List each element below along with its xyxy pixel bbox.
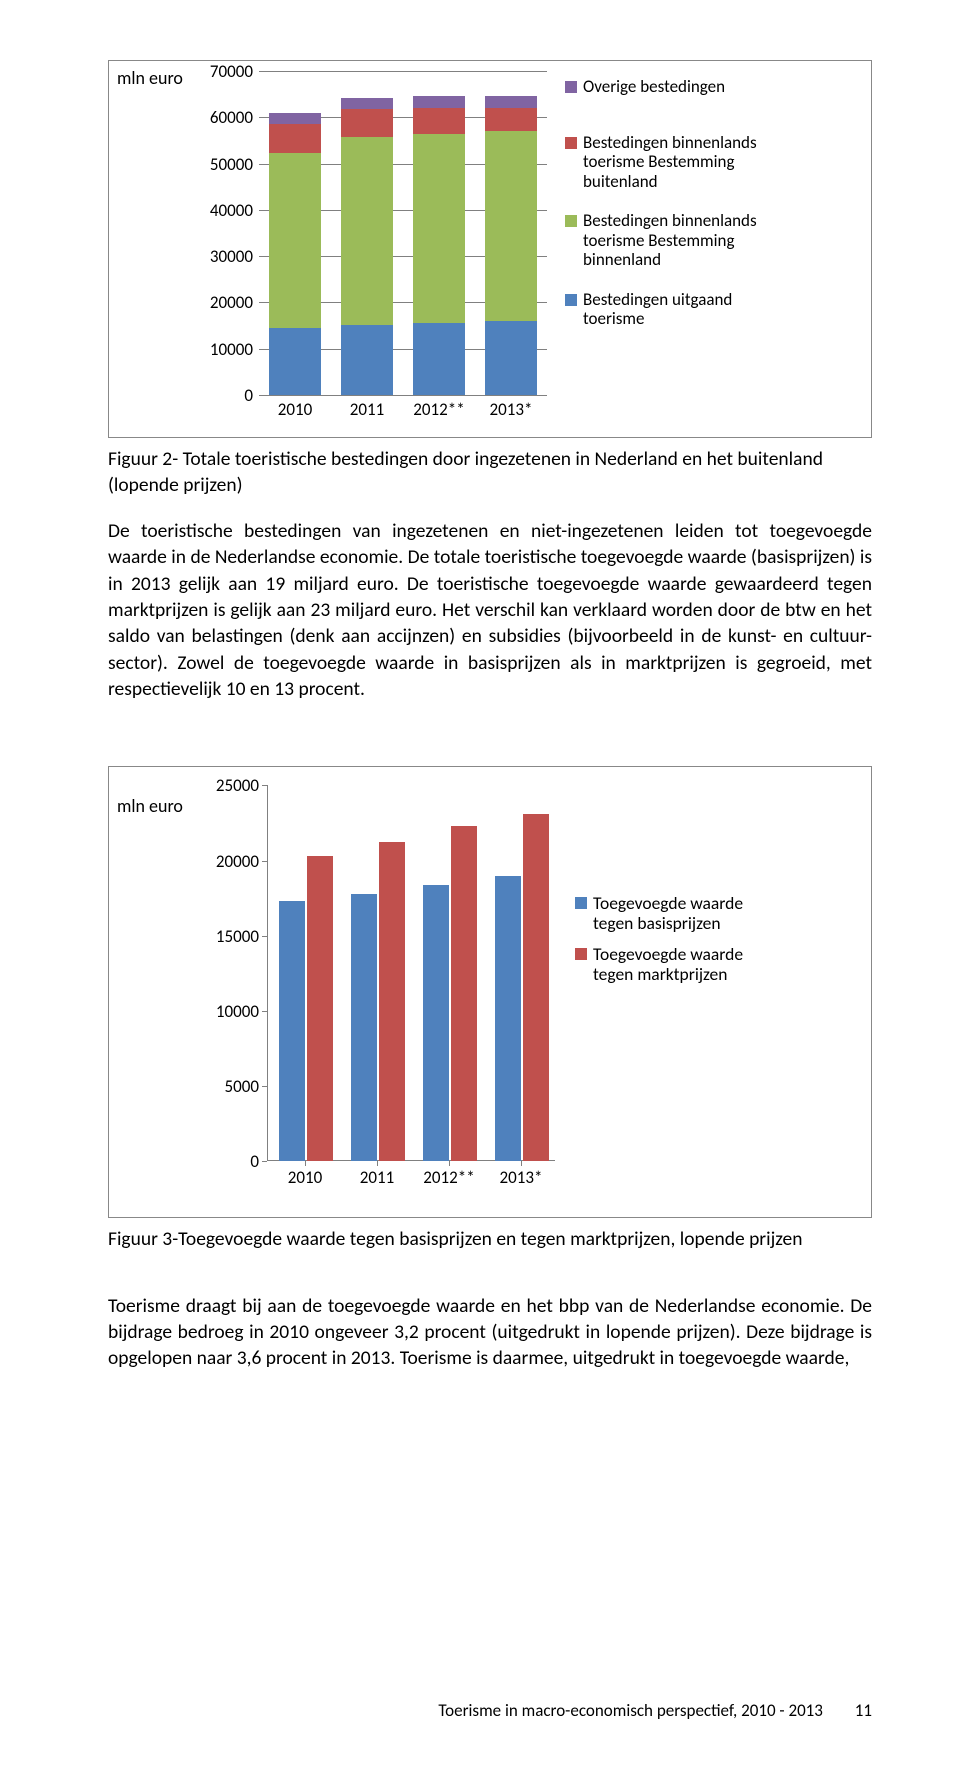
chart-1-legend-swatch xyxy=(565,294,577,306)
chart-1-plot-area: 0100002000030000400005000060000700002010… xyxy=(259,71,547,395)
chart-1-bar-segment xyxy=(269,328,321,395)
chart-1-bar-segment xyxy=(341,325,393,395)
chart-2-legend-label: Toegevoegde waarde tegen marktprijzen xyxy=(593,944,743,984)
paragraph-2: Toerisme draagt bij aan de toegevoegde w… xyxy=(108,1293,872,1372)
chart-2-container: mln euro 0500010000150002000025000201020… xyxy=(108,766,872,1218)
chart-1-y-axis-title: mln euro xyxy=(117,67,183,89)
chart-1-bar-segment xyxy=(413,108,465,133)
chart-2-y-tick-label: 25000 xyxy=(216,775,259,796)
chart-2-y-tick-label: 15000 xyxy=(216,926,259,947)
chart-2-legend-item: Toegevoegde waarde tegen marktprijzen xyxy=(575,944,787,984)
page: mln euro 0100002000030000400005000060000… xyxy=(0,0,960,1769)
chart-1-y-tick-label: 20000 xyxy=(210,292,253,313)
chart-2-bar xyxy=(451,826,477,1161)
chart-1-y-tick-label: 70000 xyxy=(210,61,253,82)
chart-2-x-label: 2010 xyxy=(288,1167,322,1188)
chart-1-y-tick-label: 50000 xyxy=(210,154,253,175)
chart-1-bar-segment xyxy=(413,96,465,108)
chart-1-bar-segment xyxy=(269,113,321,125)
chart-2-legend: Toegevoegde waarde tegen basisprijzen Toe… xyxy=(575,893,787,994)
chart-1-bar-segment xyxy=(485,108,537,131)
chart-2-bar xyxy=(307,856,333,1161)
chart-1-legend-item: Overige bestedingen xyxy=(565,77,805,97)
chart-1-bar-segment xyxy=(269,153,321,328)
chart-1-container: mln euro 0100002000030000400005000060000… xyxy=(108,60,872,438)
chart-1-bar-segment xyxy=(413,323,465,395)
chart-1-legend-swatch xyxy=(565,81,577,93)
chart-2-bar xyxy=(379,842,405,1161)
chart-2-y-tick-label: 20000 xyxy=(216,851,259,872)
footer-page-number: 11 xyxy=(855,1700,872,1721)
paragraph-1: De toeristische bestedingen van ingezete… xyxy=(108,518,872,702)
chart-2-x-tick xyxy=(449,1161,450,1166)
chart-2-y-tick-label: 10000 xyxy=(216,1001,259,1022)
chart-1-legend-label: Overige bestedingen xyxy=(583,77,725,97)
chart-2-bar xyxy=(279,901,305,1161)
chart-1-bar-segment xyxy=(413,134,465,324)
chart-1-bar-segment xyxy=(485,96,537,108)
chart-2-x-tick xyxy=(521,1161,522,1166)
chart-2-y-axis-line xyxy=(267,785,268,1161)
chart-2-legend-item: Toegevoegde waarde tegen basisprijzen xyxy=(575,893,787,933)
footer-text: Toerisme in macro-economisch perspectief… xyxy=(438,1700,823,1721)
chart-2-y-tick xyxy=(262,1161,267,1162)
chart-2-y-tick xyxy=(262,1086,267,1087)
chart-1-legend: Overige bestedingen Bestedingen binnenlan… xyxy=(565,71,805,349)
chart-2-bar xyxy=(523,814,549,1161)
chart-2-y-tick-label: 5000 xyxy=(225,1076,259,1097)
chart-1-x-label: 2010 xyxy=(278,399,312,420)
chart-2-plot-area: 0500010000150002000025000201020112012**2… xyxy=(267,785,555,1161)
chart-2-legend-swatch xyxy=(575,897,587,909)
figure-2-caption: Figuur 2- Totale toeristische bestedinge… xyxy=(108,446,872,499)
chart-2-bar xyxy=(423,885,449,1162)
chart-2-y-tick-label: 0 xyxy=(250,1151,259,1172)
chart-2-legend-swatch xyxy=(575,948,587,960)
chart-2-bar xyxy=(351,894,377,1162)
chart-1-y-tick-label: 40000 xyxy=(210,200,253,221)
chart-1-legend-item: Bestedingen uitgaand toerisme xyxy=(565,290,805,329)
chart-1-legend-label: Bestedingen binnenlands toerisme Bestemm… xyxy=(583,211,757,270)
page-footer: Toerisme in macro-economisch perspectief… xyxy=(438,1700,872,1721)
chart-2-x-tick xyxy=(377,1161,378,1166)
chart-1-bar-segment xyxy=(485,321,537,395)
chart-1-bar-segment xyxy=(341,137,393,324)
figure-3-caption: Figuur 3-Toegevoegde waarde tegen basisp… xyxy=(108,1226,872,1252)
chart-2-y-axis-title: mln euro xyxy=(117,795,183,817)
chart-1-gridline xyxy=(259,71,547,72)
chart-2-bar xyxy=(495,876,521,1162)
chart-1-y-tick-label: 0 xyxy=(244,385,253,406)
chart-1-x-label: 2013* xyxy=(490,399,533,420)
chart-1-legend-item: Bestedingen binnenlands toerisme Bestemm… xyxy=(565,211,805,270)
chart-2-y-tick xyxy=(262,785,267,786)
chart-2-x-label: 2013* xyxy=(500,1167,543,1188)
chart-1-legend-label: Bestedingen uitgaand toerisme xyxy=(583,290,732,329)
chart-1-y-tick-label: 10000 xyxy=(210,339,253,360)
chart-2-y-tick xyxy=(262,1011,267,1012)
chart-1-x-label: 2011 xyxy=(350,399,384,420)
chart-1-y-tick-label: 60000 xyxy=(210,107,253,128)
chart-1-legend-item: Bestedingen binnenlands toerisme Bestemm… xyxy=(565,133,805,192)
chart-1-bar-segment xyxy=(341,109,393,137)
chart-2-y-tick xyxy=(262,936,267,937)
chart-1-bar-segment xyxy=(269,124,321,153)
chart-1-bar-segment xyxy=(485,131,537,321)
chart-2-x-label: 2011 xyxy=(360,1167,394,1188)
chart-1-y-tick-label: 30000 xyxy=(210,246,253,267)
chart-2-legend-label: Toegevoegde waarde tegen basisprijzen xyxy=(593,893,743,933)
chart-2-x-label: 2012** xyxy=(423,1167,474,1188)
chart-1-gridline xyxy=(259,395,547,396)
chart-2-x-tick xyxy=(305,1161,306,1166)
chart-1-legend-swatch xyxy=(565,137,577,149)
chart-1-x-label: 2012** xyxy=(413,399,464,420)
chart-1-legend-swatch xyxy=(565,215,577,227)
chart-2-y-tick xyxy=(262,861,267,862)
chart-1-legend-label: Bestedingen binnenlands toerisme Bestemm… xyxy=(583,133,757,192)
chart-1-bar-segment xyxy=(341,98,393,110)
